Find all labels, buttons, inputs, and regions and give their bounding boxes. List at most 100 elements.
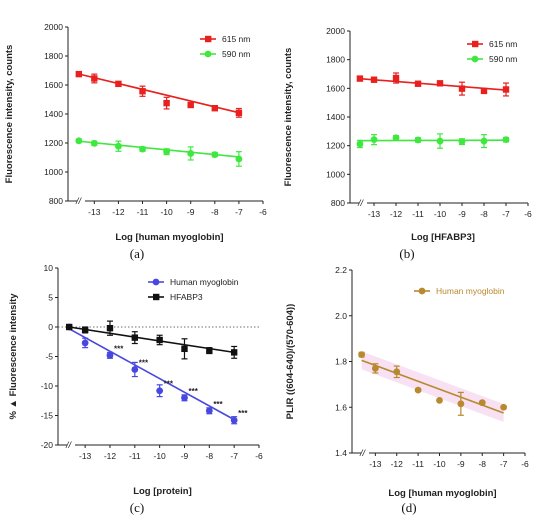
chart-b: // 800 1000 1200 1400 1600 1800 2000 -13 -12 -11 -1… [283, 26, 532, 261]
y-tick-label: 2000 [326, 26, 345, 36]
legend-marker [471, 55, 479, 63]
data-point [393, 368, 401, 376]
series-human-myoglobin [358, 351, 508, 422]
data-point [156, 387, 164, 395]
data-point [115, 142, 122, 150]
y-tick-label: 1400 [326, 112, 345, 122]
y-tick-label: 1600 [326, 83, 345, 93]
data-point [436, 137, 444, 145]
x-tick-label: -9 [457, 459, 465, 469]
data-point [115, 80, 122, 88]
x-tick-label: -6 [259, 207, 267, 217]
data-point [81, 326, 89, 334]
data-point [81, 339, 89, 347]
y-tick-label: 800 [331, 198, 345, 208]
data-point [356, 75, 364, 82]
y-axis-label: Fluorescence intensity, counts [283, 48, 294, 187]
x-tick-label: -12 [112, 207, 125, 217]
data-point [358, 351, 366, 359]
data-point [356, 140, 364, 148]
x-axis-label: Log [protein] [133, 486, 192, 497]
data-point [414, 80, 422, 87]
legend-label: 590 nm [489, 54, 517, 64]
x-axis-label: Log [human myoglobin] [115, 232, 223, 243]
x-tick-label: -7 [230, 451, 238, 461]
legend-item: 590 nm [467, 54, 517, 64]
data-point [139, 145, 146, 153]
data-point [131, 334, 139, 341]
x-tick-label: -8 [478, 459, 486, 469]
data-point [206, 347, 213, 354]
y-tick-label: 5 [48, 293, 53, 303]
x-tick-label: -6 [524, 209, 532, 219]
y-tick-label: 10 [44, 263, 54, 273]
y-tick-label: 2.2 [335, 265, 347, 275]
y-tick-label: 2.0 [335, 311, 347, 321]
y-axis-label: Fluorescence intensity, counts [4, 45, 15, 184]
data-point [370, 136, 378, 144]
data-point [211, 105, 219, 112]
panel-label: (a) [130, 246, 144, 261]
data-point [187, 150, 195, 157]
data-point [131, 366, 139, 373]
data-point [75, 137, 83, 145]
data-point [205, 407, 213, 415]
significance-stars: *** [164, 380, 174, 389]
x-tick-label: -11 [412, 209, 424, 219]
data-point [181, 394, 188, 402]
x-tick-label: -11 [129, 451, 141, 461]
series-615-nm [356, 72, 510, 97]
x-tick-label: -7 [500, 459, 508, 469]
x-tick-label: -11 [412, 459, 424, 469]
data-point [458, 138, 466, 146]
data-point [458, 85, 466, 92]
x-tick-label: -10 [154, 451, 167, 461]
x-tick-label: -13 [88, 207, 101, 217]
x-tick-label: -7 [235, 207, 243, 217]
legend-marker [418, 287, 426, 295]
series-hfabp3 [65, 320, 238, 360]
significance-stars: *** [238, 409, 248, 418]
x-tick-label: -9 [181, 451, 189, 461]
data-point [414, 386, 422, 394]
y-axis-label: % ▲ Fluorescence intensity [8, 293, 19, 420]
data-point [211, 151, 219, 159]
legend-label: 615 nm [489, 39, 517, 49]
x-tick-label: -12 [390, 209, 403, 219]
x-tick-label: -10 [160, 207, 173, 217]
x-tick-label: -13 [369, 459, 382, 469]
legend-item: Human myoglobin [148, 277, 239, 287]
data-point [163, 99, 170, 107]
series-615-nm [75, 70, 243, 118]
y-tick-label: 1.6 [335, 402, 347, 412]
x-tick-label: -8 [206, 451, 214, 461]
y-tick-label: 0 [48, 322, 53, 332]
x-tick-label: -9 [458, 209, 466, 219]
x-tick-label: -10 [434, 209, 447, 219]
data-point [106, 351, 114, 359]
x-tick-label: -12 [104, 451, 117, 461]
data-point [502, 86, 510, 93]
data-point [75, 70, 83, 78]
legend-marker [152, 278, 160, 286]
panel-label: (d) [401, 500, 416, 515]
y-tick-label: -5 [45, 352, 53, 362]
y-tick-label: 1200 [44, 138, 63, 148]
significance-stars: *** [213, 400, 223, 409]
legend-item: HFABP3 [148, 292, 203, 302]
data-point [163, 148, 171, 156]
data-point [480, 137, 488, 145]
data-point [235, 155, 243, 163]
axis-break: // [75, 196, 83, 206]
data-point [187, 101, 194, 109]
x-axis-label: Log [human myoglobin] [388, 488, 496, 499]
chart-a: // 800 1000 1200 1400 1600 1800 2000 -13 -12 -11 -1… [4, 22, 267, 261]
significance-stars: *** [114, 344, 124, 353]
data-point [90, 139, 98, 147]
data-point [457, 400, 465, 408]
legend-label: 590 nm [222, 49, 250, 59]
x-tick-label: -11 [137, 207, 149, 217]
chart-d: // 1.4 1.6 1.8 2.0 2.2 -13 -12 -11 -10 -9 -8 -7 -6 Log… [285, 265, 529, 515]
significance-stars: *** [139, 358, 149, 367]
axis-break: // [65, 440, 73, 450]
